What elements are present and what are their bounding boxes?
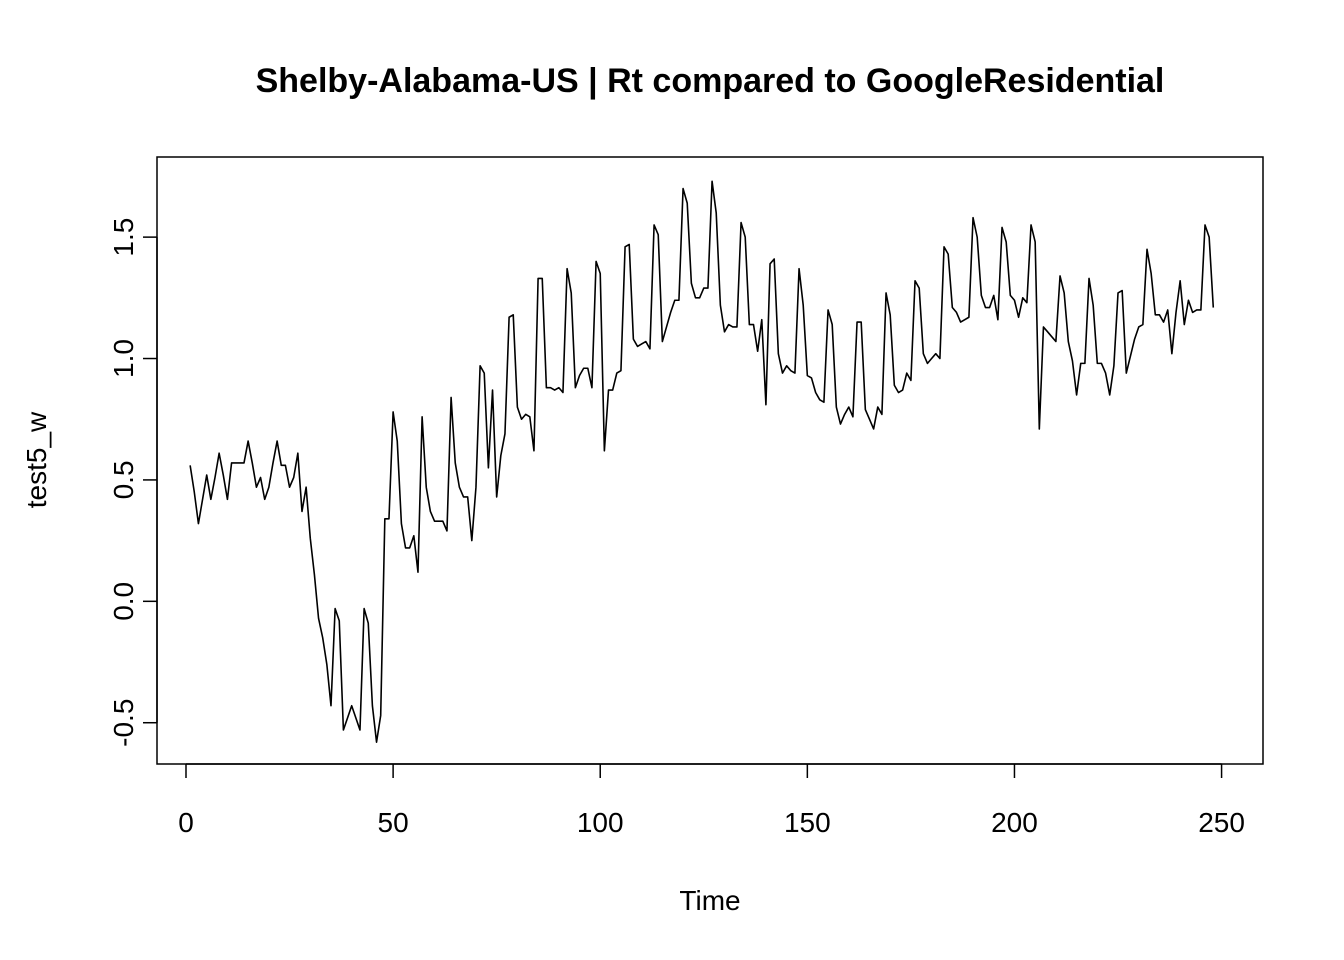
y-tick-label: 0.0 bbox=[108, 582, 139, 621]
x-axis: 0 50 100 150 200 250 bbox=[178, 763, 1245, 838]
y-tick-label: 1.5 bbox=[108, 218, 139, 257]
y-axis: -0.5 0.0 0.5 1.0 1.5 bbox=[108, 218, 158, 747]
y-tick-label: -0.5 bbox=[108, 699, 139, 747]
series-line bbox=[189, 180, 1215, 743]
x-tick-label: 0 bbox=[178, 807, 194, 838]
x-tick-label: 150 bbox=[784, 807, 831, 838]
y-tick-label: 0.5 bbox=[108, 460, 139, 499]
series-layer bbox=[189, 180, 1215, 743]
x-axis-label: Time bbox=[679, 885, 740, 916]
x-tick-label: 200 bbox=[991, 807, 1038, 838]
x-tick-label: 250 bbox=[1198, 807, 1245, 838]
y-axis-label: test5_w bbox=[21, 411, 52, 508]
y-tick-label: 1.0 bbox=[108, 339, 139, 378]
x-tick-label: 100 bbox=[577, 807, 624, 838]
x-tick-label: 50 bbox=[378, 807, 409, 838]
chart-title: Shelby-Alabama-US | Rt compared to Googl… bbox=[256, 62, 1165, 100]
